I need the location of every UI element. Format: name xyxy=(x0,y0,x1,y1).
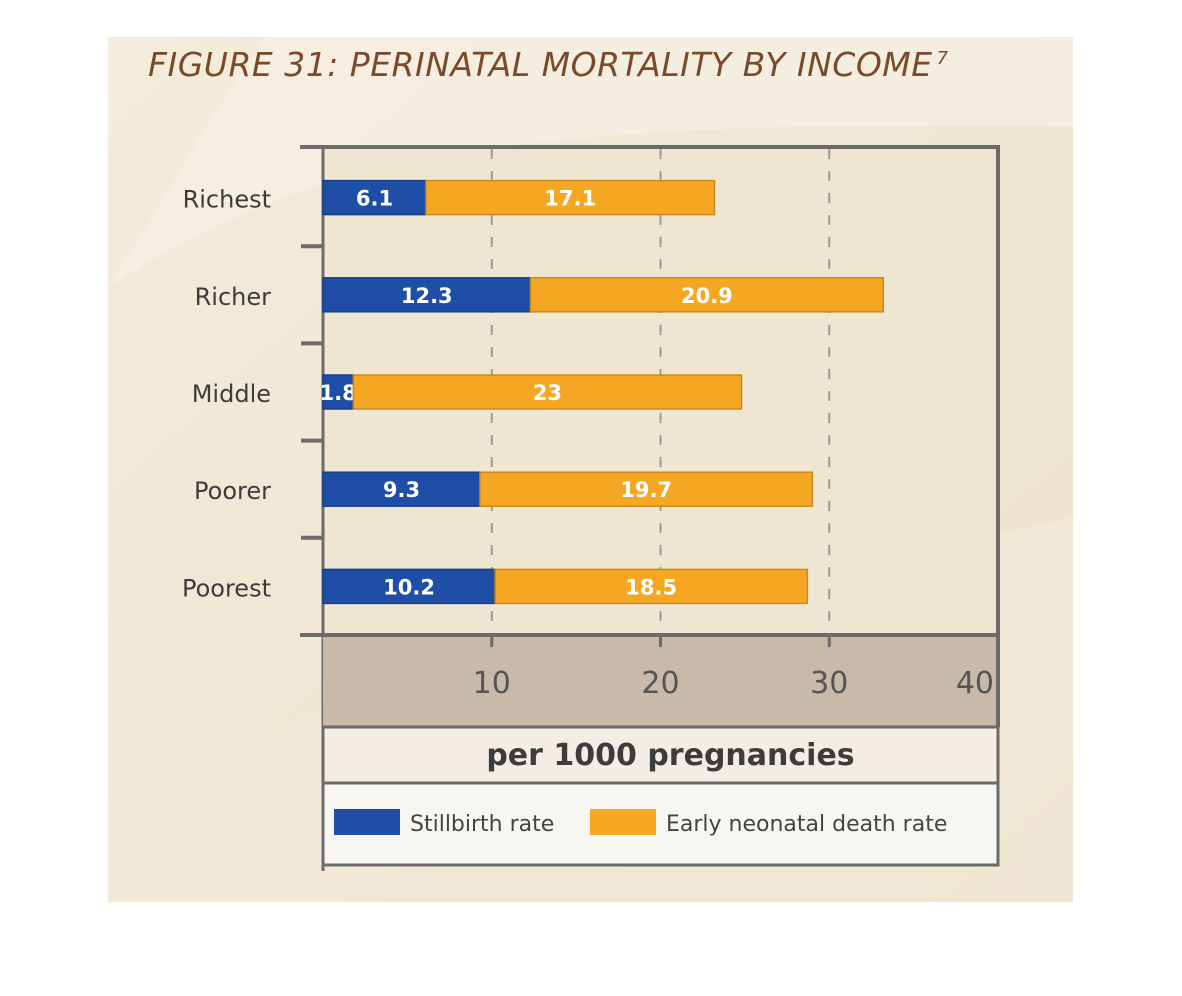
bar-value-label: 12.3 xyxy=(401,284,453,308)
x-axis-label: per 1000 pregnancies xyxy=(486,738,854,773)
bar-segment xyxy=(529,277,884,313)
figure-panel: Richest 6.1 17.1 Richer 12.3 20.9 Middle 1.8 23 P… xyxy=(108,37,1073,902)
bar-value-label: 10.2 xyxy=(383,575,435,599)
legend-swatch-neonatal xyxy=(590,809,656,835)
x-tick-label: 20 xyxy=(641,666,679,701)
footnote-marker: 7 xyxy=(936,48,949,69)
bar-segment xyxy=(352,374,743,410)
chart-canvas: Richest 6.1 17.1 Richer 12.3 20.9 Middle 1.8 23 P… xyxy=(108,37,1073,902)
category-label: Poorest xyxy=(182,574,271,602)
bar-segment xyxy=(425,179,716,216)
category-label: Poorer xyxy=(194,477,271,505)
bar-segment xyxy=(494,568,809,605)
x-tick-label: 40 xyxy=(956,666,994,701)
legend-label-stillbirth: Stillbirth rate xyxy=(410,812,554,837)
bar-value-label: 9.3 xyxy=(383,478,420,502)
bar-segment xyxy=(322,374,355,410)
category-label: Richest xyxy=(183,186,271,214)
bar-value-label: 18.5 xyxy=(625,575,677,599)
x-axis-band xyxy=(323,635,998,727)
x-tick-label: 10 xyxy=(473,666,511,701)
figure-title: FIGURE 31: PERINATAL MORTALITY BY INCOME… xyxy=(148,45,949,84)
legend-label-neonatal: Early neonatal death rate xyxy=(666,812,947,837)
bar-value-label: 23 xyxy=(533,381,562,405)
category-label: Richer xyxy=(195,283,272,311)
bar-value-label: 6.1 xyxy=(356,187,393,211)
background-swoosh xyxy=(108,37,1073,287)
figure-title-text: FIGURE 31: PERINATAL MORTALITY BY INCOME xyxy=(148,45,933,84)
bar-segment xyxy=(322,568,496,605)
x-tick-label: 30 xyxy=(810,666,848,701)
bar-segment xyxy=(322,471,481,507)
bar-value-label: 20.9 xyxy=(681,284,733,308)
bar-value-label: 17.1 xyxy=(544,187,596,211)
bar-segment xyxy=(479,471,814,507)
bar-value-label: 19.7 xyxy=(620,478,672,502)
category-label: Middle xyxy=(192,380,271,408)
legend-swatch-stillbirth xyxy=(334,809,400,835)
legend-box xyxy=(321,781,1000,867)
bar-value-label: 1.8 xyxy=(320,381,357,405)
